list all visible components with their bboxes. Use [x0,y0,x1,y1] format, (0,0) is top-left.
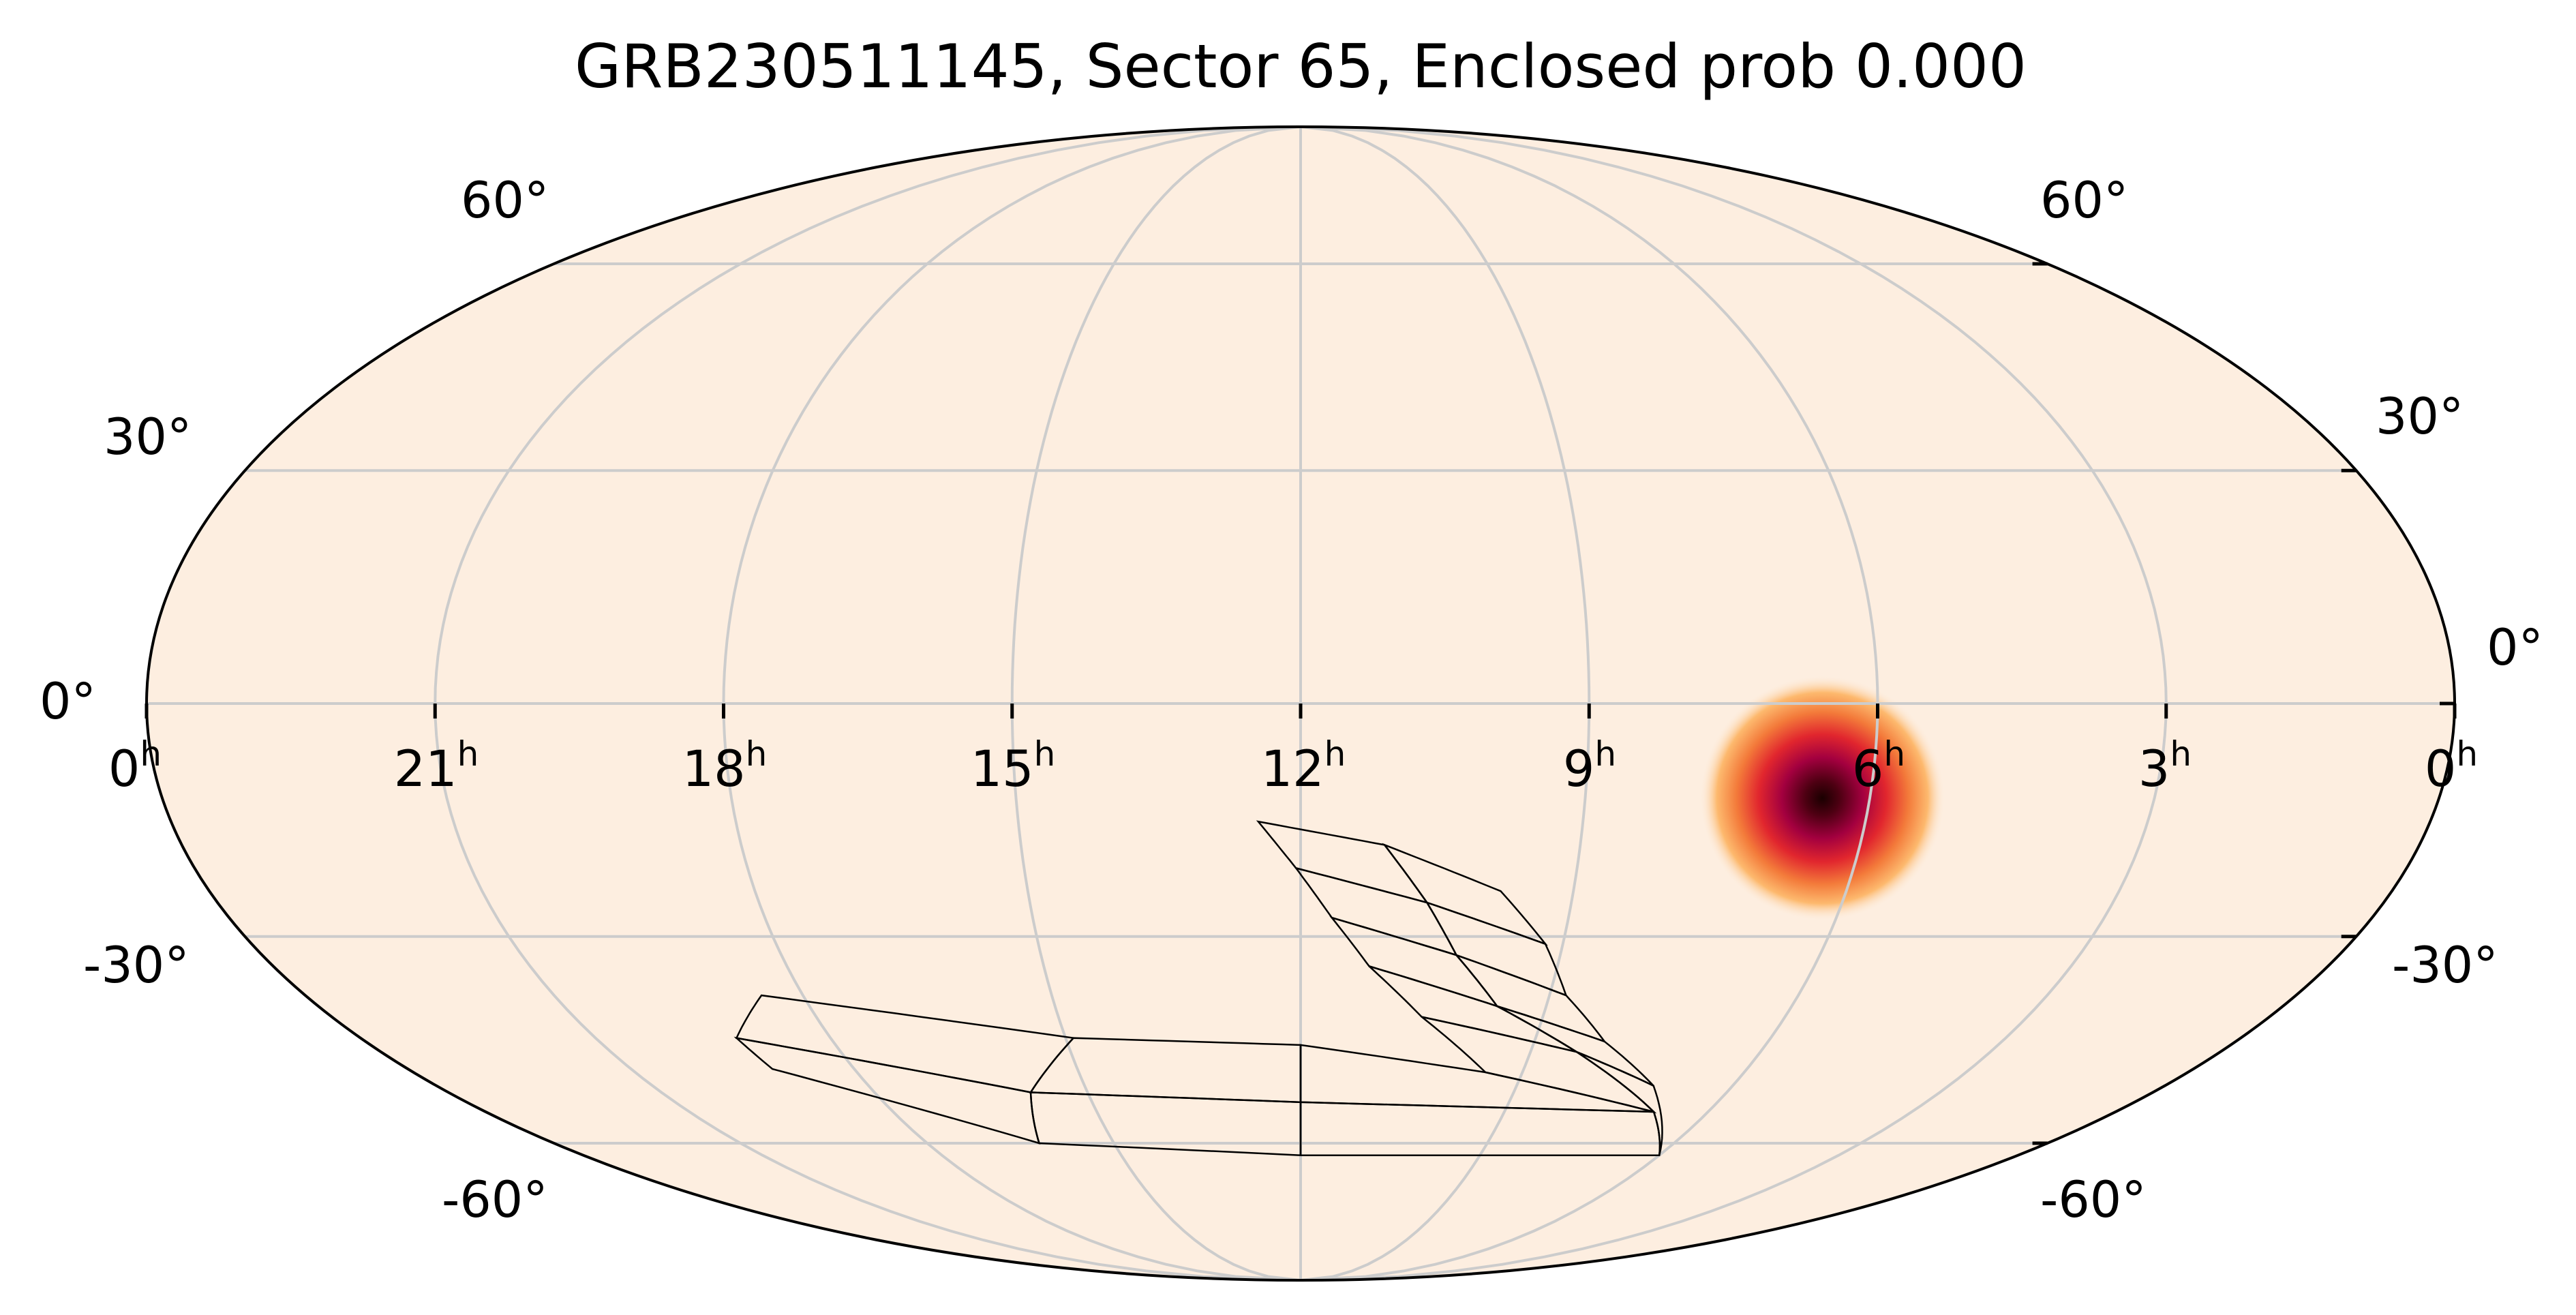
dec-label-right: 30° [2376,388,2464,446]
dec-label-left: -30° [83,937,190,995]
dec-tick-marks [2032,262,2455,1145]
dec-label-left: -60° [442,1171,548,1229]
map-title: GRB230511145, Sector 65, Enclosed prob 0… [575,31,2027,102]
tess-footprint [733,820,1663,1157]
ra-label: 21h [394,734,479,798]
ra-label: 15h [971,734,1056,798]
ra-label: 9h [1563,734,1616,798]
ra-label: 6h [1852,734,1905,798]
ra-tick-marks [145,704,2457,719]
ccd-outline [735,994,1076,1093]
ra-label: 12h [1261,734,1346,798]
localization-blob [1699,675,1945,921]
ra-label: 3h [2138,734,2192,798]
ra-label: 0h [2425,734,2478,798]
dec-label-right: 60° [2040,172,2128,230]
dec-label-right: -60° [2040,1171,2147,1229]
dec-labels-left: 60° 30° 0° -30° -60° [40,172,549,1229]
ra-labels: 0h 21h 18h 15h 12h 9h 6h 3h 0h [108,734,2478,798]
dec-labels-right: 60° 30° 0° -30° -60° [2040,172,2543,1229]
ra-label: 0h [108,734,162,798]
dec-label-right: -30° [2392,937,2498,995]
ra-label: 18h [682,734,768,798]
localization-region [1699,675,1945,921]
dec-label-left: 0° [40,673,96,731]
camera-4 [733,994,1302,1157]
dec-label-right: 0° [2487,619,2543,677]
dec-label-left: 30° [104,408,192,466]
dec-label-left: 60° [461,172,549,230]
